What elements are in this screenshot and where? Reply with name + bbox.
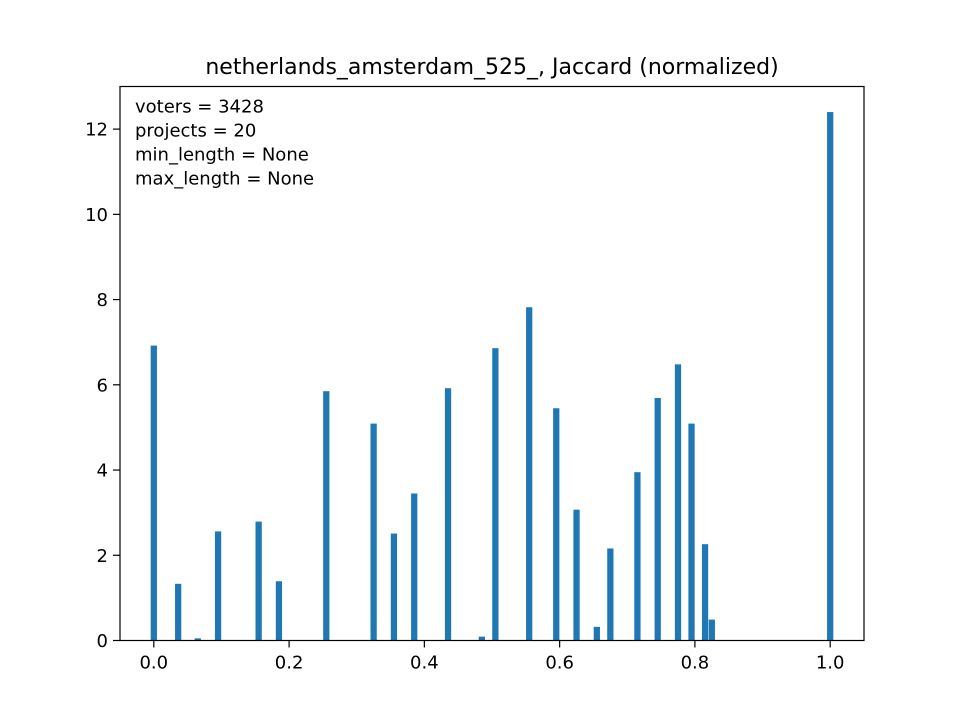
histogram-bar [573,509,580,641]
chart-title: netherlands_amsterdam_525_, Jaccard (nor… [205,55,778,80]
annotation-line: projects = 20 [135,121,256,142]
annotation-line: max_length = None [135,169,314,190]
histogram-bar [553,408,560,641]
histogram-bar [827,112,834,641]
annotation-line: voters = 3428 [135,97,264,118]
x-tick-label: 0.6 [545,653,574,674]
histogram-bar [701,544,709,641]
x-tick-label: 0.4 [410,653,439,674]
y-tick-label: 4 [97,461,108,482]
histogram-bar [444,388,452,641]
annotation-line: min_length = None [135,145,309,166]
x-tick-label: 0.2 [275,653,304,674]
histogram-bar [634,472,641,641]
histogram-bar [370,423,377,641]
y-tick-label: 0 [97,631,108,652]
histogram-bar [323,391,330,641]
y-tick-label: 6 [97,375,108,396]
x-tick-label: 1.0 [816,653,845,674]
histogram-bar [526,307,533,641]
x-tick-label: 0.8 [681,653,710,674]
histogram-bar [411,493,418,641]
histogram-bar [214,531,222,641]
bars-layer [150,112,834,641]
x-axis: 0.0 0.2 0.4 0.6 0.8 1.0 [139,640,845,674]
plot-frame [119,85,865,642]
y-tick-label: 2 [97,546,108,567]
histogram-bar [175,583,182,641]
x-tick-label: 0.0 [139,653,168,674]
histogram-bar [194,638,201,641]
histogram-bar [492,348,499,641]
annotation-box: voters = 3428 projects = 20 min_length = N… [135,97,314,190]
histogram-bar [478,636,485,641]
y-tick-label: 12 [85,120,108,141]
y-tick-label: 10 [85,205,108,226]
histogram-bar [255,521,262,641]
y-tick-label: 8 [97,290,108,311]
histogram-bar [150,345,157,641]
histogram-bar [390,533,398,641]
histogram-bar [708,619,715,641]
histogram-bar [654,398,661,641]
y-axis: 0 2 4 6 8 10 12 [85,120,120,652]
histogram-bar [688,423,695,641]
histogram-bar [275,581,283,641]
histogram-bar [593,626,600,641]
histogram-bar [607,548,614,641]
histogram-bar [674,364,682,641]
